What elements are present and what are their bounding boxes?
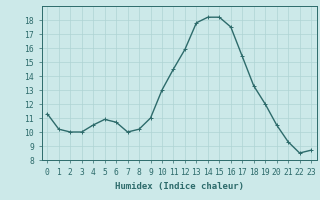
- X-axis label: Humidex (Indice chaleur): Humidex (Indice chaleur): [115, 182, 244, 191]
